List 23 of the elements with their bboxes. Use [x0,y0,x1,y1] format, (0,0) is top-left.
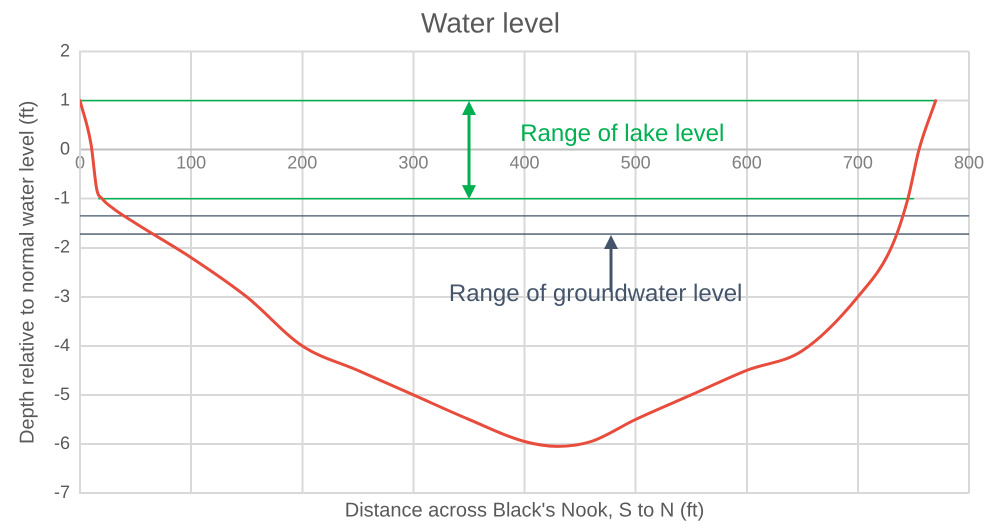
chart-title: Water level [420,8,560,39]
y-tick-label: -5 [54,384,70,404]
y-tick-label: -2 [54,236,70,257]
x-axis-title: Distance across Black's Nook, S to N (ft) [344,500,704,522]
y-axis-title: Depth relative to normal water level (ft) [16,100,39,444]
y-tick-label: 0 [60,138,70,159]
x-tick-label: 700 [842,152,873,172]
y-tick-label: -6 [54,432,70,453]
x-tick-label: 500 [620,152,651,172]
y-tick-label: -4 [54,334,70,355]
y-tick-label: -7 [54,482,70,502]
annotation: Range of lake level [520,120,724,148]
x-tick-label: 100 [176,152,206,172]
x-tick-label: 600 [732,152,762,172]
x-tick-label: 200 [287,152,318,172]
x-tick-label: 400 [509,152,540,172]
x-tick-label: 300 [398,152,428,172]
x-tick-label: 800 [954,152,984,172]
y-tick-label: 2 [60,40,70,61]
y-tick-label: -1 [54,188,70,208]
y-tick-label: -3 [54,286,70,306]
y-tick-label: 1 [60,90,70,110]
annotation: Range of groundwater level [448,280,742,307]
